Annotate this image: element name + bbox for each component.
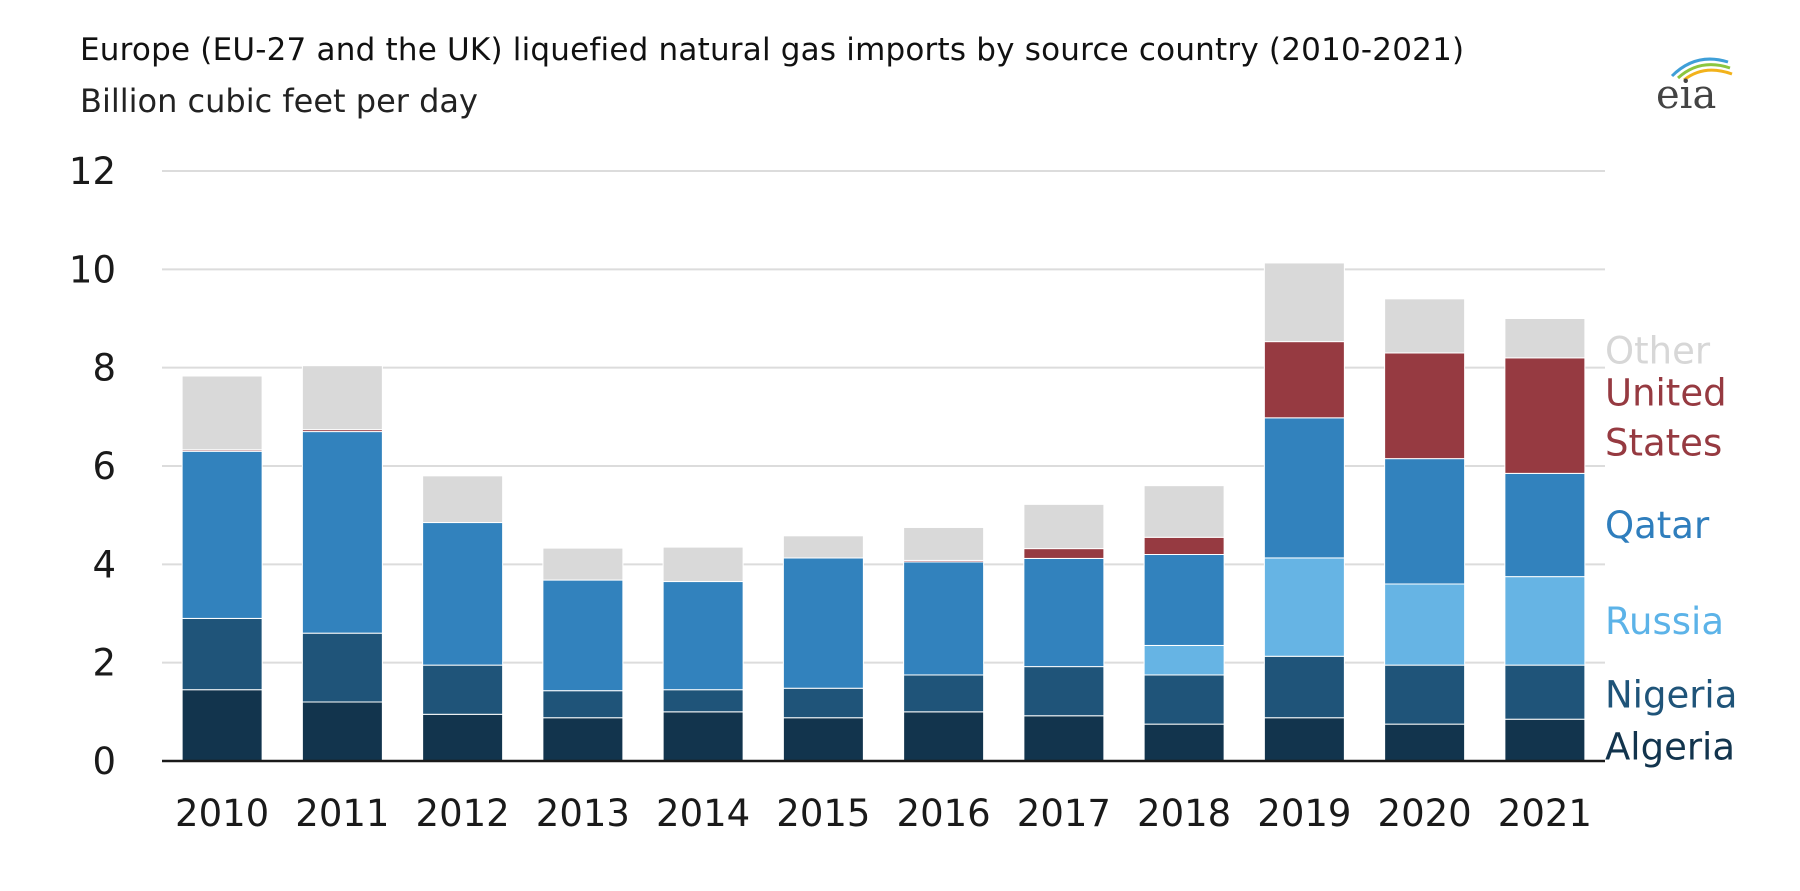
legend-label-united-states: States [1605, 422, 1722, 465]
bar-segment-algeria [1143, 723, 1225, 762]
legend-label-qatar: Qatar [1605, 504, 1710, 547]
bar-segment-nigeria [1023, 666, 1105, 717]
bars [181, 262, 1586, 762]
bar-segment-other [782, 535, 864, 559]
chart-subtitle: Billion cubic feet per day [80, 82, 478, 120]
bar-segment-other [903, 526, 985, 561]
bar-segment-qatar [1504, 472, 1586, 578]
bar-segment-algeria [662, 711, 744, 762]
bar-segment-other [1023, 503, 1105, 550]
x-tick-label: 2015 [776, 792, 870, 835]
y-tick-label: 8 [92, 347, 116, 390]
legend-label-russia: Russia [1605, 600, 1724, 643]
x-tick-label: 2011 [295, 792, 389, 835]
y-tick-label: 4 [92, 543, 116, 586]
x-tick-label: 2021 [1498, 792, 1592, 835]
x-tick-label: 2017 [1017, 792, 1111, 835]
bar-segment-nigeria [1143, 674, 1225, 725]
bar-segment-qatar [1384, 458, 1466, 585]
y-tick-label: 2 [92, 642, 116, 685]
bar-segment-nigeria [782, 687, 864, 719]
bar-segment-united-states [1143, 536, 1225, 556]
bar-segment-algeria [903, 711, 985, 762]
bar-segment-qatar [301, 431, 383, 634]
bar-segment-algeria [181, 689, 263, 762]
bar-segment-russia [1263, 557, 1345, 657]
legend-label-algeria: Algeria [1605, 725, 1735, 768]
bar-segment-nigeria [542, 690, 624, 719]
bar-segment-algeria [1023, 715, 1105, 762]
chart-title: Europe (EU-27 and the UK) liquefied natu… [80, 32, 1465, 68]
bar-segment-united-states [1504, 357, 1586, 474]
bar-segment-nigeria [1263, 655, 1345, 719]
x-tick-label: 2013 [536, 792, 630, 835]
bar-segment-algeria [782, 717, 864, 762]
bar-segment-algeria [542, 717, 624, 762]
bar-segment-qatar [1263, 417, 1345, 559]
bar-segment-nigeria [181, 617, 263, 691]
bar-segment-russia [1143, 644, 1225, 676]
bar-segment-nigeria [301, 632, 383, 703]
y-tick-label: 6 [92, 445, 116, 488]
bar-segment-algeria [1384, 723, 1466, 762]
bar-segment-nigeria [1504, 664, 1586, 720]
bar-segment-united-states [1263, 341, 1345, 419]
x-tick-label: 2016 [897, 792, 991, 835]
x-axis-ticks: 2010 2011 2012 2013 2014 2015 2016 2017 2018 2019… [175, 792, 1592, 835]
y-axis-ticks: 0 2 4 6 8 10 12 [69, 150, 116, 783]
bar-segment-qatar [782, 557, 864, 689]
bar-segment-nigeria [422, 664, 504, 715]
x-tick-label: 2012 [416, 792, 510, 835]
y-tick-label: 10 [69, 248, 116, 291]
legend-label-nigeria: Nigeria [1605, 674, 1737, 717]
bar-segment-algeria [1263, 717, 1345, 762]
y-tick-label: 12 [69, 150, 116, 193]
bar-segment-algeria [1504, 718, 1586, 762]
x-tick-label: 2010 [175, 792, 269, 835]
bar-segment-qatar [1143, 554, 1225, 646]
x-tick-label: 2018 [1137, 792, 1231, 835]
bar-segment-united-states [1023, 548, 1105, 559]
x-tick-label: 2019 [1257, 792, 1351, 835]
bar-segment-nigeria [903, 674, 985, 713]
logo-text: eia [1656, 72, 1716, 118]
legend-label-other: Other [1605, 329, 1711, 372]
bar-segment-algeria [301, 701, 383, 762]
legend-label-united-states: United [1605, 372, 1727, 415]
logo-arc-green [1676, 63, 1731, 80]
y-tick-label: 0 [92, 740, 116, 783]
logo-arc-yellow [1683, 68, 1733, 82]
bar-segment-other [662, 546, 744, 583]
logo-arc-blue [1670, 57, 1729, 78]
bar-segment-other [1504, 318, 1586, 359]
bar-segment-qatar [181, 450, 263, 619]
bar-segment-other [422, 475, 504, 524]
bar-segment-qatar [422, 522, 504, 666]
bar-segment-nigeria [662, 689, 744, 713]
bar-segment-united-states [1384, 352, 1466, 460]
gridlines [162, 170, 1605, 664]
bar-segment-other [181, 375, 263, 451]
bar-segment-other [1263, 262, 1345, 343]
legend: Algeria Nigeria Russia Qatar United States Oth… [1605, 329, 1737, 768]
x-tick-label: 2020 [1378, 792, 1472, 835]
bar-segment-qatar [1023, 557, 1105, 668]
bar-segment-nigeria [1384, 664, 1466, 725]
bar-segment-other [1143, 485, 1225, 538]
bar-segment-other [301, 365, 383, 431]
bar-segment-other [1384, 298, 1466, 354]
bar-segment-algeria [422, 713, 504, 762]
x-tick-label: 2014 [656, 792, 750, 835]
bar-segment-russia [1504, 576, 1586, 666]
bar-segment-qatar [903, 561, 985, 676]
bar-segment-qatar [662, 581, 744, 691]
bar-segment-qatar [542, 579, 624, 692]
bar-segment-russia [1384, 583, 1466, 666]
eia-logo: eia [1656, 57, 1733, 118]
bar-segment-other [542, 547, 624, 581]
